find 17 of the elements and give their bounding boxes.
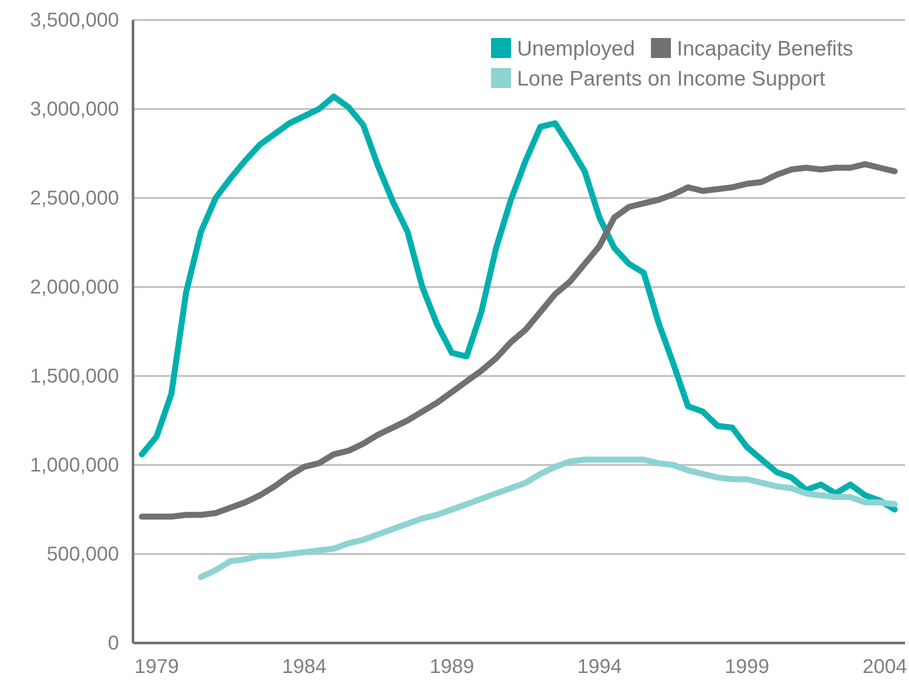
y-tick-label: 3,500,000: [30, 9, 119, 32]
y-tick-label: 1,000,000: [30, 454, 119, 476]
y-tick-label: 500,000: [46, 543, 119, 566]
x-tick-label: 1999: [724, 656, 770, 678]
y-tick-label: 2,500,000: [30, 187, 119, 210]
y-tick-label: 0: [108, 632, 119, 654]
x-tick-label: 1989: [430, 656, 474, 678]
x-tick-label: 1979: [134, 656, 179, 678]
legend-label: Lone Parents on Income Support: [517, 67, 826, 90]
y-tick-label: 3,000,000: [30, 98, 119, 120]
x-tick-label: 1994: [577, 656, 622, 678]
x-tick-label: 2004: [862, 656, 907, 678]
y-tick-label: 2,000,000: [30, 276, 119, 298]
legend-label: Incapacity Benefits: [676, 37, 854, 60]
x-tick-label: 1984: [282, 656, 326, 678]
y-tick-label: 1,500,000: [30, 365, 119, 388]
legend-label: Unemployed: [517, 37, 635, 60]
